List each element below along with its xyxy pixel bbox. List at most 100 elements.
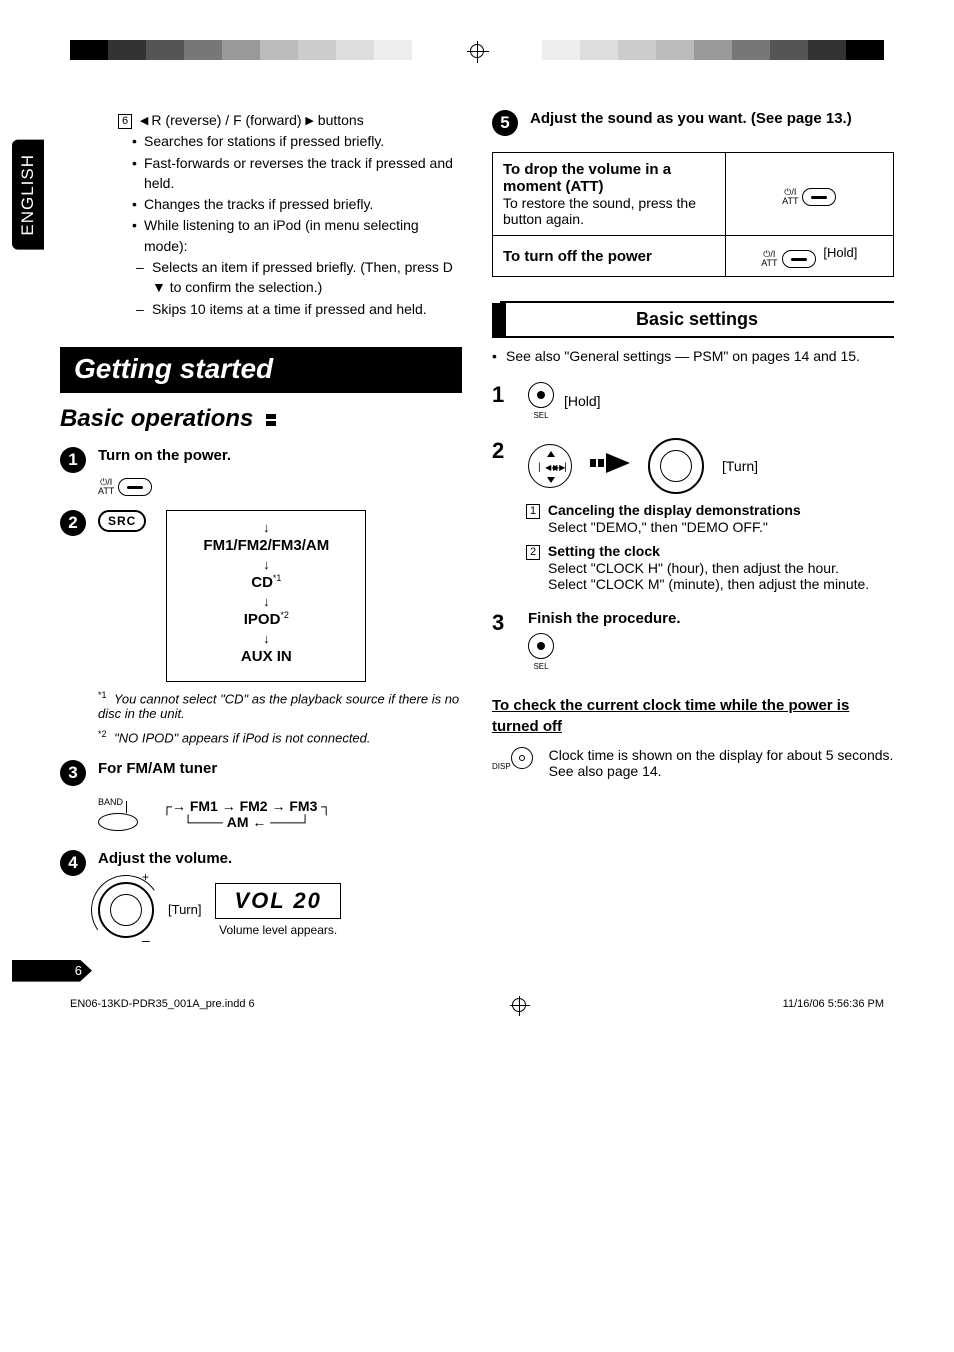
turn-label: [Turn] bbox=[722, 458, 758, 474]
flow-line3: IPOD bbox=[244, 611, 281, 628]
left-column: 6 ◀ R (reverse) / F (forward) ▶ buttons … bbox=[60, 110, 462, 938]
att-button-icon: ⏻/IATT bbox=[761, 250, 815, 268]
flow-line1: FM1/FM2/FM3/AM bbox=[185, 534, 347, 558]
power-att-button-icon: ⏻/IATT bbox=[98, 478, 152, 496]
page-footer: EN06-13KD-PDR35_001A_pre.indd 6 11/16/06… bbox=[60, 998, 894, 1012]
basic-operations-heading: Basic operations bbox=[60, 405, 462, 433]
band-am: AM ← bbox=[227, 814, 267, 830]
att-label: ATT bbox=[761, 258, 777, 268]
actions-table: To drop the volume in a moment (ATT) To … bbox=[492, 152, 894, 277]
sub2-body1: Select "CLOCK H" (hour), then adjust the… bbox=[548, 560, 894, 576]
clock-row: DISP Clock time is shown on the display … bbox=[492, 747, 894, 779]
flow-sup2: *2 bbox=[280, 610, 289, 620]
bs-step-1-num: 1 bbox=[492, 382, 518, 408]
step-4-badge: 4 bbox=[60, 850, 86, 876]
footer-timestamp: 11/16/06 5:56:36 PM bbox=[783, 998, 884, 1012]
bs-step-3-num: 3 bbox=[492, 610, 518, 636]
item-6-heading: R (reverse) / F (forward) bbox=[151, 112, 305, 128]
hold-label: [Hold] bbox=[564, 393, 601, 409]
getting-started-banner: Getting started bbox=[60, 347, 462, 393]
sub1-num: 1 bbox=[526, 504, 540, 519]
step-4: 4 Adjust the volume. bbox=[60, 850, 462, 876]
arrow-down-icon: ↓ bbox=[185, 558, 347, 571]
sel-button-icon bbox=[528, 633, 554, 659]
triangle-left-icon: ◀ bbox=[140, 115, 152, 127]
step-1: 1 Turn on the power. ⏻/IATT bbox=[60, 447, 462, 496]
sub1-title: Canceling the display demonstrations bbox=[548, 502, 801, 518]
clock-check-heading: To check the current clock time while th… bbox=[492, 695, 894, 737]
att-row-sub: To restore the sound, press the button a… bbox=[503, 195, 696, 227]
svg-text:▶▶▏: ▶▶▏ bbox=[553, 462, 571, 472]
bs-step-1: 1 SEL [Hold] bbox=[492, 382, 894, 420]
step-4-title: Adjust the volume. bbox=[98, 850, 462, 867]
turn-label: [Turn] bbox=[168, 902, 201, 917]
basic-operations-title: Basic operations bbox=[60, 405, 253, 432]
arrow-down-icon: ↓ bbox=[185, 632, 347, 645]
att-label: ATT bbox=[98, 486, 114, 496]
minus-icon: – bbox=[142, 932, 150, 948]
item6-bullet: Changes the tracks if pressed briefly. bbox=[132, 194, 462, 214]
arrow-down-icon: ↓ bbox=[185, 595, 347, 608]
registration-mark-bottom bbox=[512, 998, 526, 1012]
volume-caption: Volume level appears. bbox=[215, 923, 340, 937]
step-1-title: Turn on the power. bbox=[98, 447, 462, 464]
step-3: 3 For FM/AM tuner bbox=[60, 760, 462, 786]
step-5-badge: 5 bbox=[492, 110, 518, 136]
step-3-badge: 3 bbox=[60, 760, 86, 786]
item6-bullet: Fast-forwards or reverses the track if p… bbox=[132, 153, 462, 194]
turn-dial-icon bbox=[648, 438, 704, 494]
item6-dash: Selects an item if pressed briefly. (The… bbox=[136, 257, 462, 298]
volume-dial-icon: + – bbox=[98, 882, 154, 938]
flow-line4: AUX IN bbox=[185, 645, 347, 669]
language-tab: ENGLISH bbox=[12, 140, 44, 250]
step-3-title: For FM/AM tuner bbox=[98, 760, 462, 777]
sub2-body2: Select "CLOCK M" (minute), then adjust t… bbox=[548, 576, 894, 592]
triangle-right-icon: ▶ bbox=[305, 115, 313, 127]
table-row: To drop the volume in a moment (ATT) To … bbox=[493, 153, 894, 236]
footer-filename: EN06-13KD-PDR35_001A_pre.indd 6 bbox=[70, 998, 255, 1012]
band-label: BAND bbox=[98, 797, 123, 807]
right-column: 5 Adjust the sound as you want. (See pag… bbox=[492, 110, 894, 938]
item6-dash: Skips 10 items at a time if pressed and … bbox=[136, 299, 462, 319]
bs-step-3: 3 Finish the procedure. SEL bbox=[492, 610, 894, 671]
sub2-num: 2 bbox=[526, 545, 540, 560]
att-row-title: To drop the volume in a moment (ATT) bbox=[503, 161, 715, 195]
footnote-1: *1 You cannot select "CD" as the playbac… bbox=[98, 690, 462, 721]
bs-sub-2: 2 Setting the clock Select "CLOCK H" (ho… bbox=[526, 543, 894, 592]
table-row: To turn off the power ⏻/IATT [Hold] bbox=[493, 236, 894, 277]
att-label: ATT bbox=[782, 196, 798, 206]
page-number-badge: 6 bbox=[12, 960, 92, 982]
footnote-2: *2 "NO IPOD" appears if iPod is not conn… bbox=[98, 729, 462, 745]
step-5-title: Adjust the sound as you want. (See page … bbox=[530, 110, 852, 127]
volume-row: + – [Turn] VOL 20 Volume level appears. bbox=[98, 882, 462, 938]
bs-step-2-num: 2 bbox=[492, 438, 518, 464]
sel-button-icon bbox=[528, 382, 554, 408]
cross-dial-icon: ▏◀◀ ▶▶▏ bbox=[528, 444, 572, 488]
step-5: 5 Adjust the sound as you want. (See pag… bbox=[492, 110, 894, 136]
bs-step-2: 2 ▏◀◀ ▶▶▏ [Turn] bbox=[492, 438, 894, 494]
att-button-icon: ⏻/IATT bbox=[782, 188, 836, 206]
registration-bar bbox=[60, 40, 894, 70]
footnote-1-text: You cannot select "CD" as the playback s… bbox=[98, 691, 459, 721]
band-loop: ┌→ FM1 → FM2 → FM3 ┐ └─── AM ← ───┘ bbox=[158, 792, 335, 836]
flow-line2: CD bbox=[251, 574, 273, 591]
footnote-2-sup: *2 bbox=[98, 729, 107, 739]
item-6-block: 6 ◀ R (reverse) / F (forward) ▶ buttons … bbox=[118, 110, 462, 319]
basic-settings-heading: Basic settings bbox=[492, 303, 894, 338]
disp-button-icon: DISP bbox=[492, 747, 533, 771]
step-2: 2 SRC ↓ FM1/FM2/FM3/AM ↓ CD*1 ↓ IPOD*2 ↓… bbox=[60, 510, 462, 682]
volume-display: VOL 20 bbox=[215, 883, 340, 919]
clock-body: Clock time is shown on the display for a… bbox=[549, 747, 894, 779]
step-2-badge: 2 bbox=[60, 510, 86, 536]
item6-bullet: Searches for stations if pressed briefly… bbox=[132, 131, 462, 151]
see-also-note: See also "General settings — PSM" on pag… bbox=[492, 348, 894, 364]
registration-mark-top bbox=[470, 44, 484, 58]
plus-icon: + bbox=[142, 870, 149, 884]
item-6-heading-suffix: buttons bbox=[314, 112, 364, 128]
band-diagram: BAND ┌→ FM1 → FM2 → FM3 ┐ └─── AM ← ───┘ bbox=[98, 792, 462, 836]
thick-arrow-icon bbox=[590, 450, 630, 482]
item-6-number: 6 bbox=[118, 114, 132, 129]
poweroff-row-title: To turn off the power bbox=[503, 248, 715, 265]
flow-sup1: *1 bbox=[273, 573, 282, 583]
bs-step-3-title: Finish the procedure. bbox=[528, 610, 681, 627]
